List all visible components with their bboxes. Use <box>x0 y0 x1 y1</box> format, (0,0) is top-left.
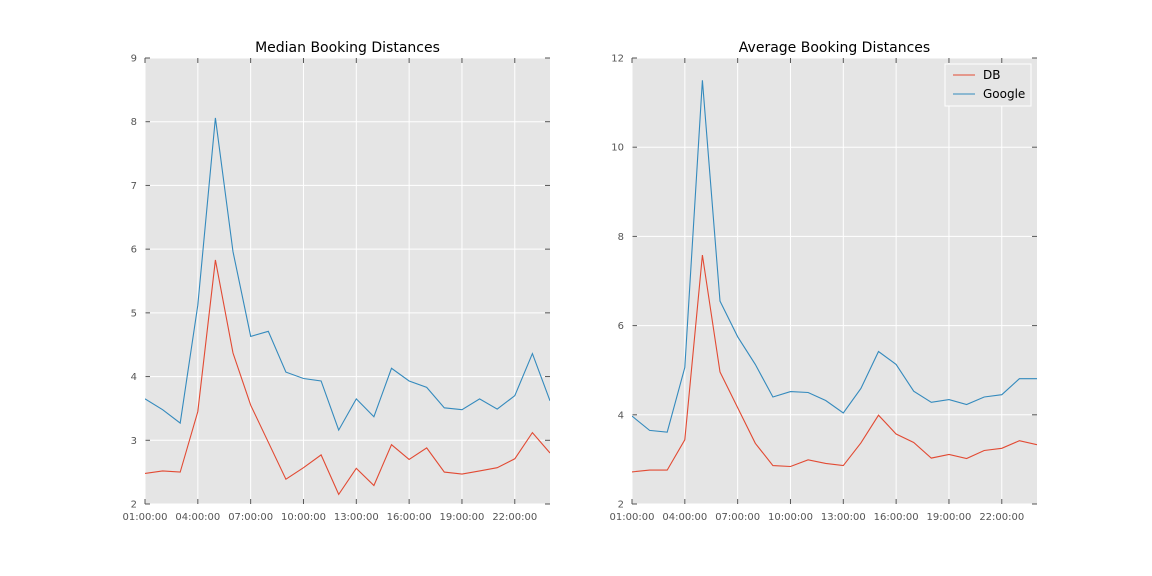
x-tick-label: 01:00:00 <box>123 512 168 523</box>
legend-box <box>944 63 1032 107</box>
plot-area <box>145 58 550 504</box>
y-tick-label: 10 <box>611 143 624 154</box>
chart-panel-2: 2 4 6 8 10 12 01:00:00 04:00:00 07:00:00 10:00:00… <box>610 40 1037 523</box>
x-tick-label: 07:00:00 <box>715 512 760 523</box>
y-tick-label: 6 <box>618 321 624 332</box>
y-tick-label: 5 <box>131 308 137 319</box>
y-tick-label: 2 <box>131 500 137 511</box>
y-tick-label: 8 <box>131 117 137 128</box>
y-tick-label: 6 <box>131 245 137 256</box>
x-tick-label: 16:00:00 <box>387 512 432 523</box>
x-tick-label: 22:00:00 <box>492 512 537 523</box>
y-tick-label: 7 <box>131 181 137 192</box>
series-line-db <box>632 255 1037 473</box>
y-tick-label: 4 <box>618 410 624 421</box>
chart-panel-1: 2 3 4 5 6 7 8 9 01:00:00 04:00:00 07:00:00 10:00:00… <box>123 40 550 523</box>
x-tick-label: 19:00:00 <box>926 512 971 523</box>
x-tick-label: 04:00:00 <box>175 512 220 523</box>
plot-area <box>632 58 1037 504</box>
series-line-google <box>145 117 550 432</box>
x-tick-label: 01:00:00 <box>610 512 655 523</box>
legend: DB Google <box>944 63 1032 107</box>
x-tick-label: 04:00:00 <box>662 512 707 523</box>
legend-label: DB <box>983 68 1000 82</box>
y-tick-label: 8 <box>618 232 624 243</box>
series-line-db <box>145 259 550 496</box>
y-tick-label: 12 <box>611 54 624 65</box>
x-tick-label: 10:00:00 <box>281 512 326 523</box>
chart-title: Average Booking Distances <box>739 40 930 56</box>
x-tick-label: 22:00:00 <box>979 512 1024 523</box>
x-tick-label: 13:00:00 <box>334 512 379 523</box>
x-tick-label: 16:00:00 <box>874 512 919 523</box>
legend-label: Google <box>983 87 1025 101</box>
x-tick-label: 10:00:00 <box>768 512 813 523</box>
y-tick-label: 9 <box>131 54 137 65</box>
y-tick-label: 2 <box>618 500 624 511</box>
chart-title: Median Booking Distances <box>255 40 440 56</box>
y-tick-label: 4 <box>131 372 137 383</box>
series-line-google <box>632 80 1037 433</box>
x-tick-label: 07:00:00 <box>228 512 273 523</box>
x-tick-label: 13:00:00 <box>821 512 866 523</box>
y-tick-label: 3 <box>131 436 137 447</box>
x-tick-label: 19:00:00 <box>439 512 484 523</box>
